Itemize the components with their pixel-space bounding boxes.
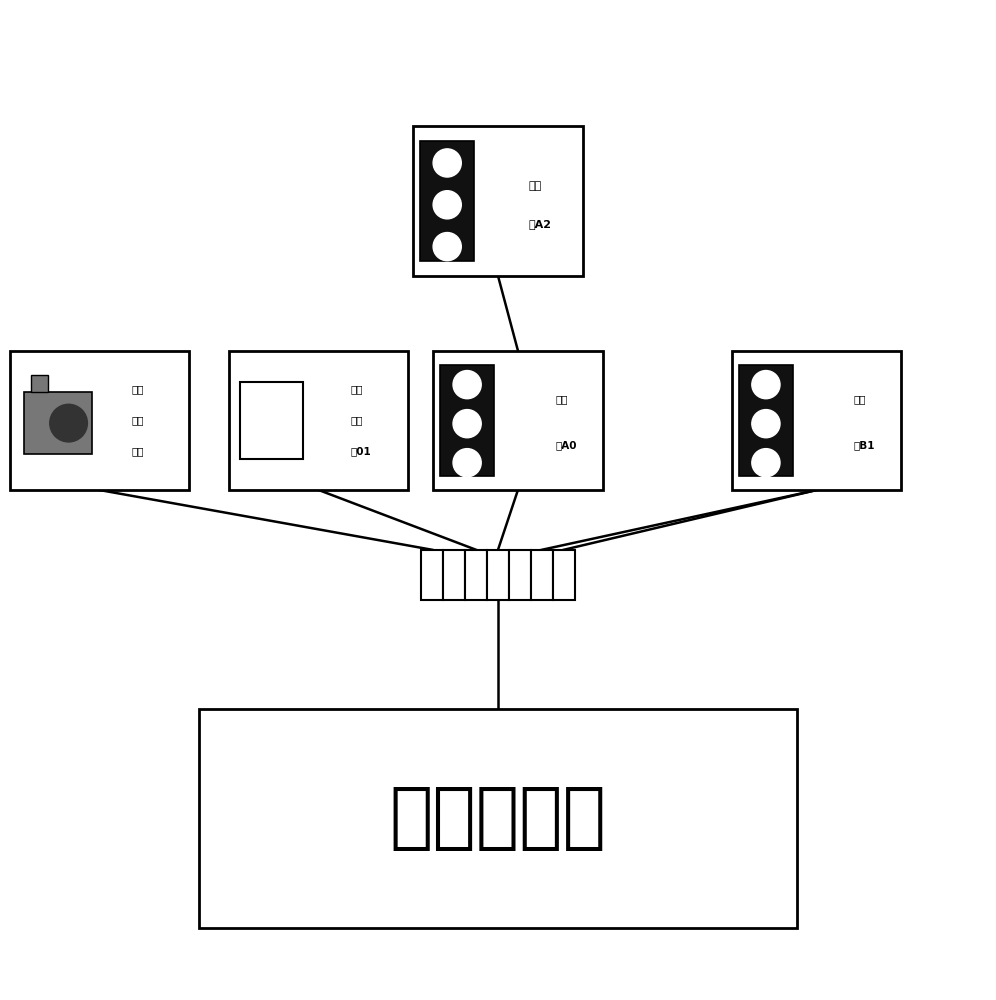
Circle shape (752, 449, 780, 477)
Text: 可变: 可变 (351, 385, 364, 395)
Text: 信号: 信号 (555, 394, 568, 404)
Circle shape (433, 233, 461, 261)
Bar (440, 365, 494, 476)
Bar (420, 141, 474, 261)
Bar (433, 351, 603, 490)
Text: 信号: 信号 (529, 181, 542, 191)
Bar (553, 550, 575, 600)
Text: 情报: 情报 (351, 415, 364, 425)
Bar (31, 375, 48, 392)
Circle shape (433, 149, 461, 177)
Text: 信号控制机: 信号控制机 (389, 784, 607, 853)
Bar (531, 550, 553, 600)
Text: 信号: 信号 (854, 394, 867, 404)
Bar (10, 351, 189, 490)
Text: 检测: 检测 (131, 415, 144, 425)
Text: 灯A0: 灯A0 (555, 440, 577, 450)
Circle shape (433, 191, 461, 219)
Text: 灯A2: 灯A2 (529, 219, 552, 229)
Text: 板01: 板01 (351, 446, 372, 456)
Text: 视频: 视频 (131, 385, 144, 395)
Circle shape (752, 371, 780, 399)
Circle shape (453, 410, 481, 438)
Circle shape (453, 371, 481, 399)
Circle shape (752, 410, 780, 438)
Circle shape (50, 404, 88, 442)
Bar (443, 550, 465, 600)
Bar (421, 550, 443, 600)
Text: 灯B1: 灯B1 (854, 440, 875, 450)
Bar (487, 550, 509, 600)
Text: 设备: 设备 (131, 446, 144, 456)
Bar (199, 709, 797, 928)
Bar (465, 550, 487, 600)
Bar (413, 126, 583, 276)
Bar (739, 365, 793, 476)
Circle shape (453, 449, 481, 477)
Bar (24, 392, 93, 454)
Bar (509, 550, 531, 600)
Bar (229, 351, 408, 490)
Bar (240, 382, 303, 459)
Bar (732, 351, 901, 490)
